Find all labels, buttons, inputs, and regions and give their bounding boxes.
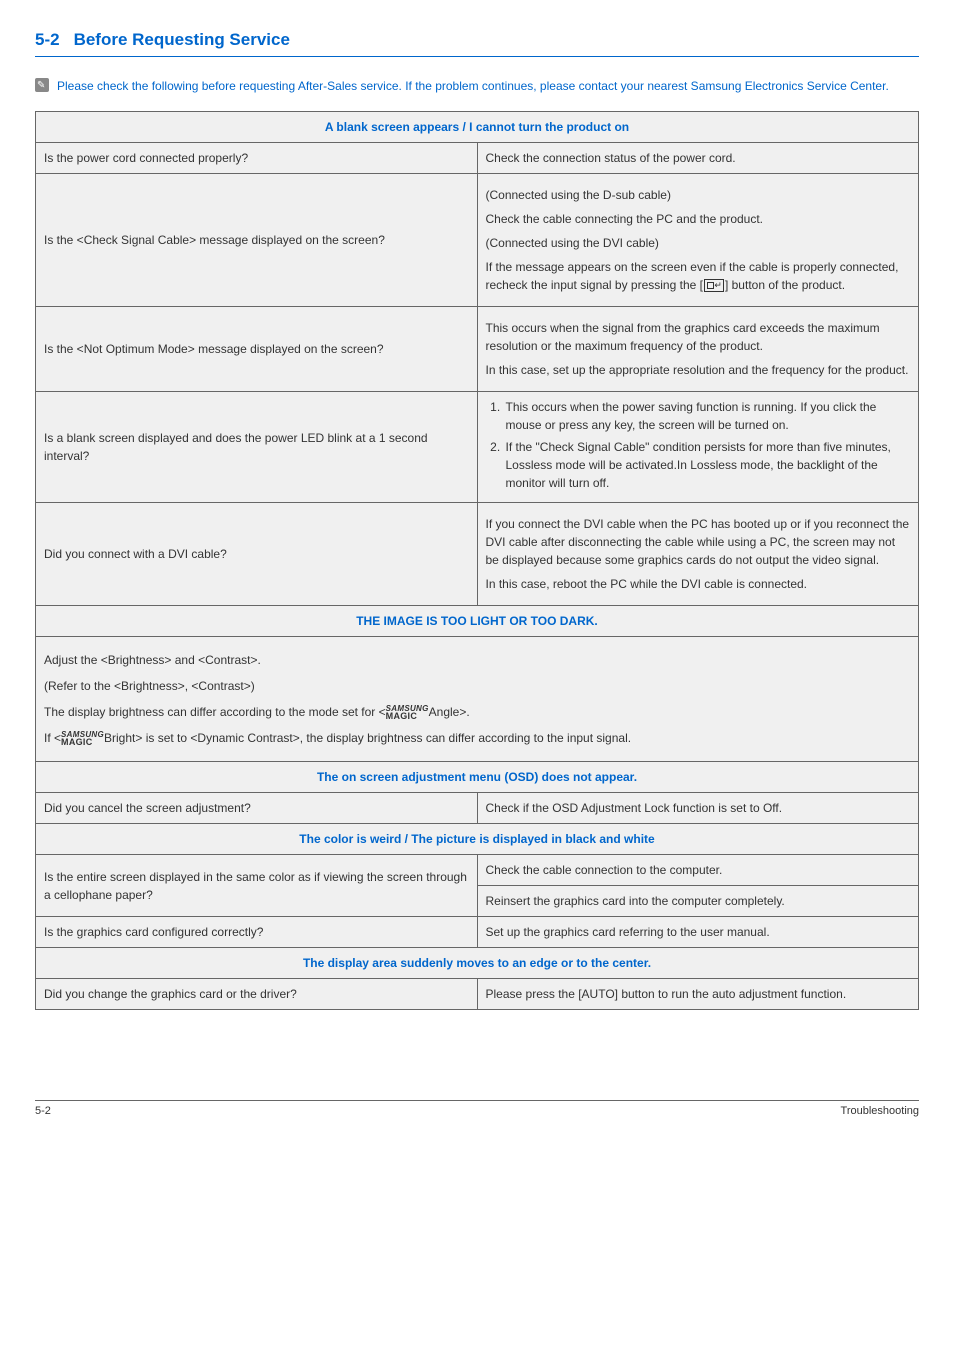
- table-header-3: The on screen adjustment menu (OSD) does…: [36, 762, 919, 793]
- footer-left: 5-2: [35, 1105, 51, 1117]
- section-number: 5-2: [35, 30, 60, 49]
- answer-cell: (Connected using the D-sub cable) Check …: [477, 174, 919, 307]
- answer-cell: Check if the OSD Adjustment Lock functio…: [477, 793, 919, 824]
- full-width-cell: Adjust the <Brightness> and <Contrast>. …: [36, 637, 919, 762]
- question-cell: Did you change the graphics card or the …: [36, 979, 478, 1010]
- answer-text: This occurs when the signal from the gra…: [486, 319, 911, 355]
- table-header-2: THE IMAGE IS TOO LIGHT OR TOO DARK.: [36, 606, 919, 637]
- question-cell: Is the power cord connected properly?: [36, 143, 478, 174]
- body-text: If <SAMSUNGMAGICBright> is set to <Dynam…: [44, 729, 910, 747]
- question-cell: Is the <Check Signal Cable> message disp…: [36, 174, 478, 307]
- table-header-1: A blank screen appears / I cannot turn t…: [36, 112, 919, 143]
- answer-text: In this case, set up the appropriate res…: [486, 361, 911, 379]
- samsung-magic-logo: SAMSUNGMAGIC: [386, 705, 429, 720]
- answer-cell: Check the cable connection to the comput…: [477, 855, 919, 886]
- question-cell: Is a blank screen displayed and does the…: [36, 392, 478, 503]
- answer-text: If you connect the DVI cable when the PC…: [486, 515, 911, 569]
- answer-cell: Check the connection status of the power…: [477, 143, 919, 174]
- troubleshooting-table: A blank screen appears / I cannot turn t…: [35, 111, 919, 1010]
- answer-cell: Reinsert the graphics card into the comp…: [477, 886, 919, 917]
- question-cell: Did you connect with a DVI cable?: [36, 503, 478, 606]
- question-cell: Is the entire screen displayed in the sa…: [36, 855, 478, 917]
- body-text: (Refer to the <Brightness>, <Contrast>): [44, 677, 910, 695]
- info-note: Please check the following before reques…: [35, 77, 919, 95]
- answer-cell: This occurs when the power saving functi…: [477, 392, 919, 503]
- question-cell: Did you cancel the screen adjustment?: [36, 793, 478, 824]
- table-header-4: The color is weird / The picture is disp…: [36, 824, 919, 855]
- answer-text: Check the cable connecting the PC and th…: [486, 210, 911, 228]
- answer-cell: This occurs when the signal from the gra…: [477, 307, 919, 392]
- question-cell: Is the <Not Optimum Mode> message displa…: [36, 307, 478, 392]
- note-icon: [35, 78, 49, 92]
- answer-text: (Connected using the DVI cable): [486, 234, 911, 252]
- samsung-magic-logo: SAMSUNGMAGIC: [61, 731, 104, 746]
- question-cell: Is the graphics card configured correctl…: [36, 917, 478, 948]
- list-item: This occurs when the power saving functi…: [504, 398, 911, 434]
- section-heading: Before Requesting Service: [74, 30, 290, 49]
- table-header-5: The display area suddenly moves to an ed…: [36, 948, 919, 979]
- body-text: Adjust the <Brightness> and <Contrast>.: [44, 651, 910, 669]
- footer-right: Troubleshooting: [841, 1105, 919, 1117]
- source-button-icon: [704, 279, 724, 292]
- answer-cell: Set up the graphics card referring to th…: [477, 917, 919, 948]
- answer-cell: If you connect the DVI cable when the PC…: [477, 503, 919, 606]
- answer-text: (Connected using the D-sub cable): [486, 186, 911, 204]
- page-footer: 5-2 Troubleshooting: [35, 1100, 919, 1117]
- body-text: The display brightness can differ accord…: [44, 703, 910, 721]
- list-item: If the "Check Signal Cable" condition pe…: [504, 438, 911, 492]
- info-note-text: Please check the following before reques…: [57, 79, 889, 93]
- section-title: 5-2 Before Requesting Service: [35, 30, 919, 57]
- answer-text: In this case, reboot the PC while the DV…: [486, 575, 911, 593]
- answer-text: If the message appears on the screen eve…: [486, 258, 911, 294]
- answer-cell: Please press the [AUTO] button to run th…: [477, 979, 919, 1010]
